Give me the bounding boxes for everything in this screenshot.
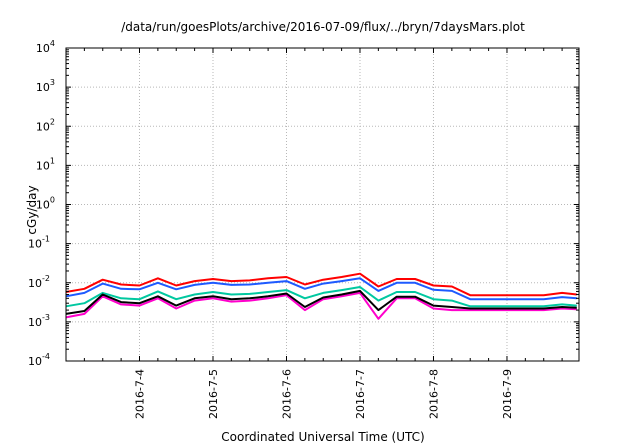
series-line-3 [65,286,577,308]
y-tick-label: 104 [36,39,55,55]
x-axis: 2016-7-4 2016-7-5 2016-7-6 2016-7-7 2016-7-8… [83,48,563,419]
grid [66,48,579,361]
y-tick-label: 10-2 [28,274,50,290]
series-group [65,272,577,320]
x-axis-title: Coordinated Universal Time (UTC) [221,430,424,444]
y-tick-label: 10-4 [28,352,50,368]
x-tick-label: 2016-7-8 [427,369,440,419]
x-tick-label: 2016-7-5 [207,369,220,419]
series-line-4 [65,291,577,320]
y-axis: 10-4 10-3 10-2 10-1 100 101 102 103 104 [28,39,579,368]
y-tick-label: 10-3 [28,313,50,329]
y-tick-label: 100 [36,196,55,212]
y-tick-label: 103 [36,78,55,94]
series-line-5 [65,289,577,315]
y-tick-label: 102 [36,117,55,133]
y-tick-label: 10-1 [28,235,50,251]
chart-title: /data/run/goesPlots/archive/2016-07-09/f… [121,20,525,34]
x-tick-label: 2016-7-9 [501,369,514,419]
x-tick-label: 2016-7-6 [280,369,293,419]
x-tick-label: 2016-7-7 [354,369,367,419]
y-axis-title: cGy/day [25,185,39,234]
plot-frame [65,47,580,362]
x-tick-label: 2016-7-4 [133,369,146,419]
series-line-2 [65,277,577,301]
y-tick-label: 101 [36,156,55,172]
series-line-1 [65,272,577,297]
